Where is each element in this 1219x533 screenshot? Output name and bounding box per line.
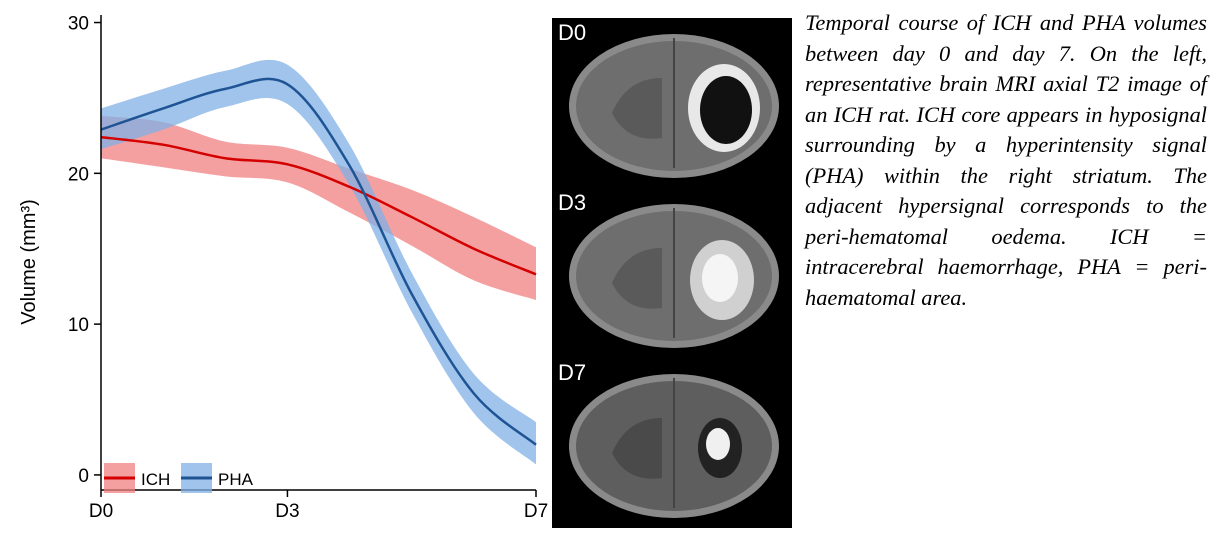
y-axis-label: Volume (mm³) bbox=[18, 199, 40, 325]
line-ich bbox=[100, 135, 537, 276]
line-pha bbox=[100, 77, 537, 446]
mri-panel: D0 D3 D7 bbox=[552, 18, 792, 528]
mri-slice-d3: D3 bbox=[552, 188, 792, 358]
brain-slice-image bbox=[569, 34, 779, 178]
band-ich bbox=[101, 116, 536, 301]
chart-svg: 0 10 20 30 D0 D3 D7 Volume (mm³) ICH PHA bbox=[18, 14, 548, 522]
mri-label-d7: D7 bbox=[558, 360, 587, 385]
volume-chart: 0 10 20 30 D0 D3 D7 Volume (mm³) ICH PHA bbox=[0, 0, 550, 523]
x-tick-label: D0 bbox=[89, 501, 113, 522]
band-pha bbox=[101, 59, 536, 465]
legend: ICH PHA bbox=[104, 463, 254, 493]
brain-slice-image bbox=[569, 374, 779, 518]
y-tick-label: 20 bbox=[68, 164, 89, 185]
mri-slice-d0: D0 bbox=[552, 18, 792, 188]
mri-label-d3: D3 bbox=[558, 190, 587, 215]
y-tick-label: 10 bbox=[68, 315, 89, 336]
x-tick-label: D7 bbox=[524, 501, 548, 522]
mri-slice-d7: D7 bbox=[552, 358, 792, 528]
x-tick-label: D3 bbox=[275, 501, 299, 522]
y-tick-label: 30 bbox=[68, 14, 89, 35]
brain-slice-image bbox=[569, 204, 779, 348]
legend-label-pha: PHA bbox=[218, 470, 254, 489]
figure-caption: Temporal course of ICH and PHA volumes b… bbox=[805, 10, 1207, 310]
legend-label-ich: ICH bbox=[141, 470, 170, 489]
y-tick-label: 0 bbox=[78, 466, 89, 487]
mri-label-d0: D0 bbox=[558, 20, 587, 45]
